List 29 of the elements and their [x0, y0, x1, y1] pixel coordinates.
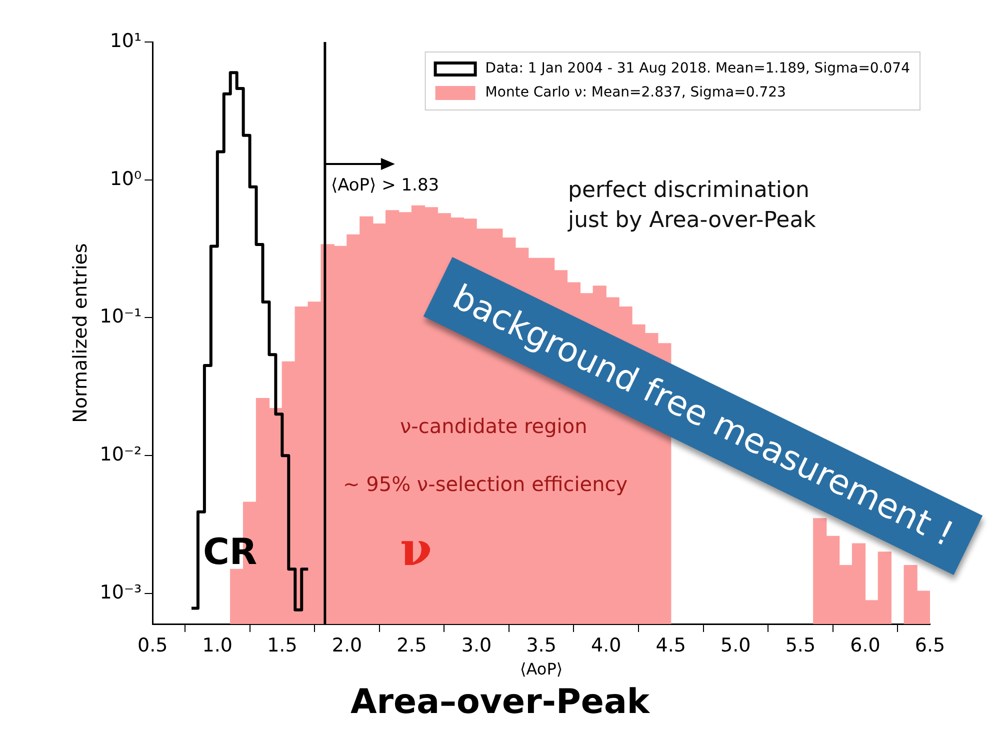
y-tick-label: 10¹: [110, 30, 142, 52]
x-tick-label: 1.5: [267, 634, 298, 656]
y-tick-label: 10⁰: [110, 168, 142, 190]
y-tick-label: 10⁻²: [100, 444, 142, 466]
annotation: CR: [203, 532, 258, 573]
x-tick-label: 0.5: [138, 634, 168, 656]
annotation: perfect discrimination just by Area-over-Peak: [568, 177, 816, 235]
ref-line-label: ⟨AoP⟩ > 1.83: [330, 175, 440, 196]
x-tick-label: 1.0: [202, 634, 233, 656]
text: Area–over-Peak: [349, 682, 651, 722]
x-tick-label: 2.5: [396, 634, 427, 656]
x-tick-label: 6.5: [914, 634, 946, 656]
x-tick-label: 3.5: [526, 634, 556, 656]
x-tick-label: 4.0: [590, 634, 622, 656]
y-tick-label: 10⁻¹: [100, 306, 142, 328]
x-tick-label: 5.5: [785, 634, 816, 656]
legend-label: Data: 1 Jan 2004 - 31 Aug 2018. Mean=1.189, Sigma=0.074: [485, 60, 910, 77]
x-axis-title: ⟨AoP⟩: [520, 660, 563, 679]
x-tick-label: 5.0: [720, 634, 751, 656]
y-axis-title: Normalized entries: [69, 243, 92, 423]
x-tick-label: 4.5: [656, 634, 686, 656]
x-tick-label: 6.0: [850, 634, 880, 656]
annotation: ν-candidate region: [400, 414, 588, 438]
legend-label: Monte Carlo ν: Mean=2.837, Sigma=0.723: [485, 84, 786, 101]
annotation: ν: [400, 522, 432, 576]
annotation: ~ 95% ν-selection efficiency: [343, 472, 628, 496]
x-tick-label: 3.0: [461, 634, 492, 656]
y-tick-label: 10⁻³: [100, 581, 142, 604]
x-tick-label: 2.0: [332, 634, 362, 656]
